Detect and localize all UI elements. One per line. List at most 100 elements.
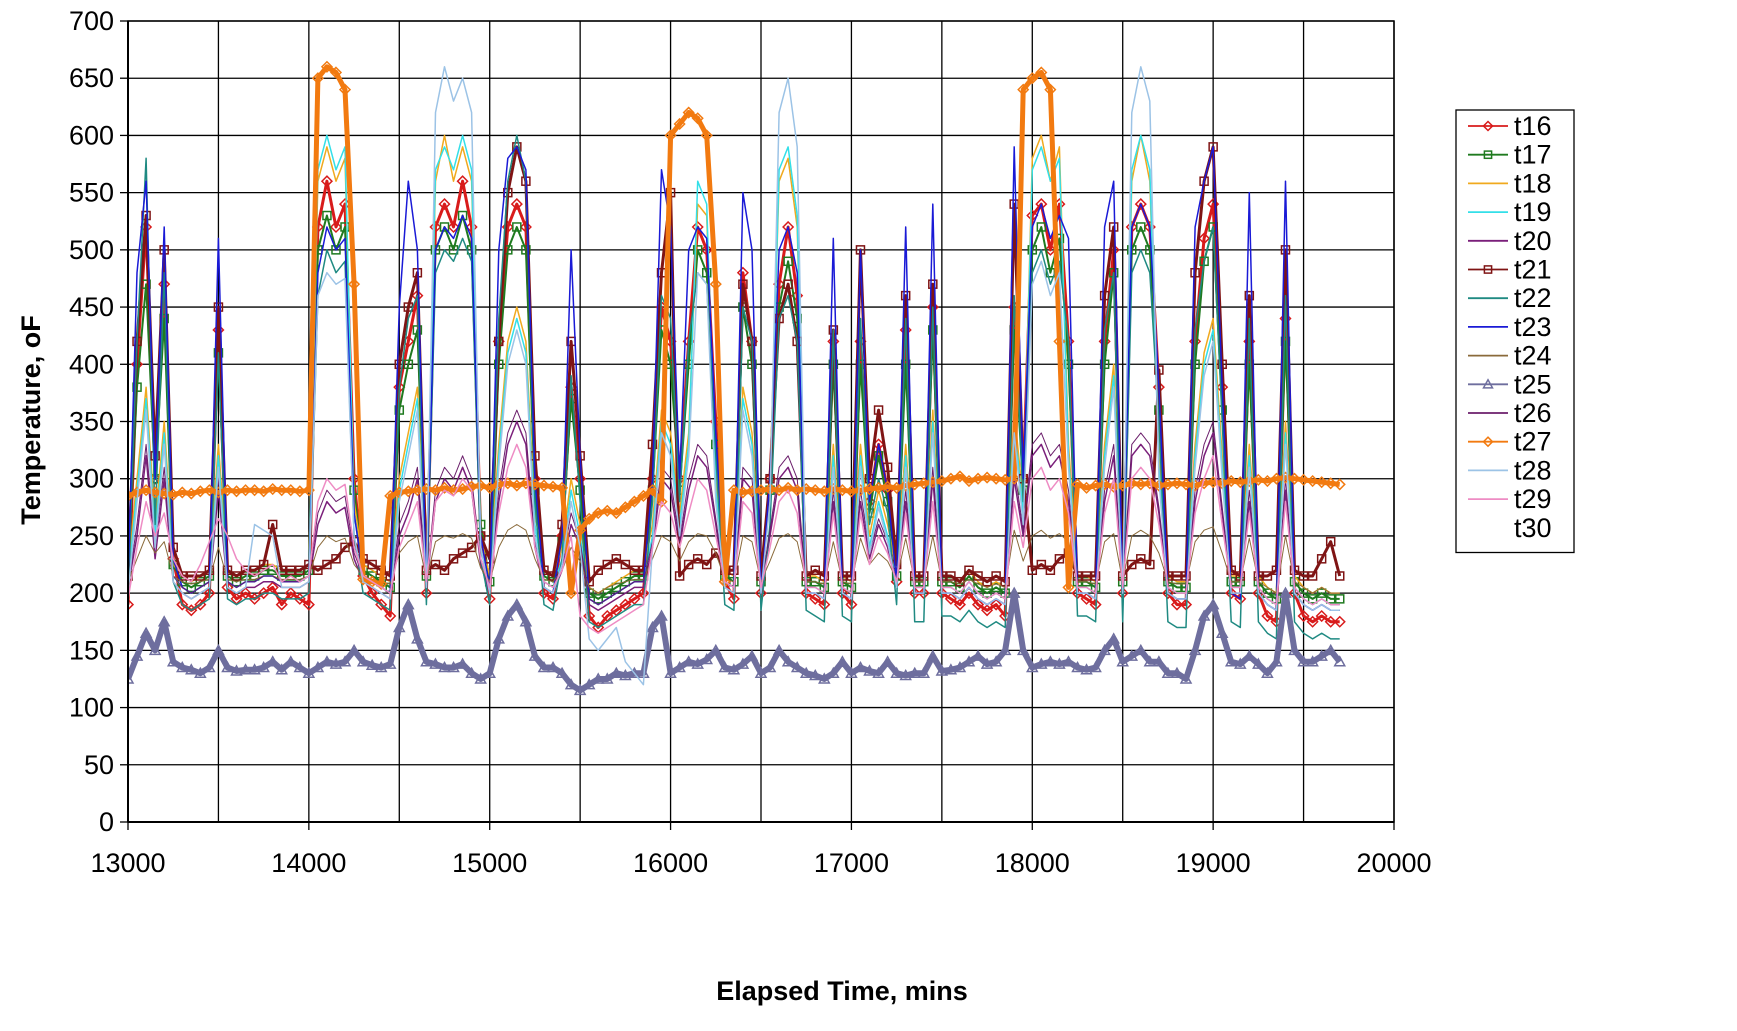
data-point-t17 <box>783 256 793 267</box>
data-point-t27 <box>1161 478 1174 491</box>
data-point-t17 <box>267 565 278 576</box>
data-point-t17 <box>512 222 522 232</box>
data-point-t25 <box>691 657 704 669</box>
data-point-t27 <box>1179 478 1193 491</box>
data-point-t25 <box>926 649 940 661</box>
data-point-t27 <box>1089 479 1102 492</box>
data-point-t21 <box>448 554 459 564</box>
data-point-t21 <box>964 565 974 576</box>
data-point-t25 <box>1170 666 1184 678</box>
y-tick-label: 400 <box>69 349 114 379</box>
data-point-t21 <box>810 565 821 576</box>
data-point-t25 <box>944 663 958 675</box>
data-point-t27 <box>610 506 623 520</box>
legend-item-t30: t30 <box>1514 513 1552 543</box>
data-point-t27 <box>863 482 876 496</box>
data-point-t21 <box>1307 571 1318 581</box>
data-point-t17 <box>286 571 296 581</box>
data-point-t16 <box>128 598 135 611</box>
data-point-t21 <box>1262 571 1273 581</box>
legend-item-t19: t19 <box>1468 197 1552 227</box>
data-point-t27 <box>1170 477 1184 490</box>
legend-item-t16: t16 <box>1468 111 1552 141</box>
data-point-t17 <box>186 582 197 593</box>
data-point-t17 <box>457 210 468 221</box>
data-point-t21 <box>1334 571 1345 581</box>
data-point-t27 <box>971 472 985 485</box>
data-point-t21 <box>512 142 522 152</box>
data-point-t25 <box>1288 643 1301 656</box>
data-point-t25 <box>1016 643 1030 656</box>
data-point-t25 <box>781 655 795 667</box>
data-point-t21 <box>1199 176 1209 186</box>
data-point-t25 <box>128 672 135 684</box>
data-point-t25 <box>356 655 370 667</box>
data-point-t25 <box>510 598 524 610</box>
data-point-t25 <box>1080 663 1093 675</box>
data-point-t27 <box>438 481 451 494</box>
data-point-t25 <box>185 663 198 675</box>
data-point-t21 <box>1036 559 1047 570</box>
data-point-t16 <box>1198 232 1211 245</box>
data-point-t25 <box>374 660 388 673</box>
data-point-t21 <box>602 559 613 570</box>
data-point-t25 <box>1044 655 1057 667</box>
series-t28 <box>128 66 1340 686</box>
data-point-t16 <box>519 220 532 234</box>
data-point-t25 <box>845 666 858 678</box>
data-point-t25 <box>266 655 279 667</box>
data-point-t21 <box>928 279 938 289</box>
data-point-t17 <box>1316 588 1327 598</box>
series-t22 <box>128 134 1340 640</box>
data-point-t25 <box>854 660 867 673</box>
data-point-t25 <box>1279 586 1292 598</box>
data-point-t16 <box>971 598 985 611</box>
data-point-t25 <box>465 666 478 678</box>
data-point-t27 <box>592 506 605 520</box>
data-point-t25 <box>700 652 714 665</box>
data-point-t21 <box>982 576 992 587</box>
legend-item-t28: t28 <box>1468 455 1552 485</box>
data-point-t27 <box>1116 479 1129 492</box>
data-point-t17 <box>1036 222 1047 232</box>
data-point-t21 <box>1127 559 1137 570</box>
data-point-t25 <box>284 655 298 667</box>
data-point-t27 <box>1098 478 1111 491</box>
data-point-t27 <box>908 478 921 491</box>
data-point-t21 <box>1136 554 1146 564</box>
data-point-t27 <box>1234 476 1247 489</box>
legend-item-t25: t25 <box>1468 369 1552 399</box>
data-point-t21 <box>286 565 296 576</box>
legend-label: t24 <box>1514 341 1552 371</box>
data-point-t27 <box>1324 477 1337 490</box>
data-point-t25 <box>1324 643 1337 656</box>
data-point-t21 <box>1298 571 1309 581</box>
data-point-t25 <box>980 657 994 669</box>
data-point-t27 <box>818 485 831 498</box>
data-point-t27 <box>483 481 496 494</box>
data-point-t27 <box>854 484 867 497</box>
data-point-t27 <box>1306 474 1319 488</box>
data-point-t25 <box>1125 649 1139 661</box>
data-point-t25 <box>1107 632 1120 644</box>
data-point-t27 <box>510 479 523 492</box>
data-point-t27 <box>140 484 153 497</box>
data-point-t27 <box>791 484 804 497</box>
data-point-t17 <box>1172 582 1182 593</box>
series-t25 <box>128 586 1347 696</box>
data-point-t25 <box>293 660 307 673</box>
data-point-t21 <box>584 576 594 587</box>
data-point-t17 <box>1307 594 1318 604</box>
data-point-t25 <box>203 660 216 673</box>
data-point-t27 <box>248 484 261 497</box>
data-point-t25 <box>1062 655 1075 667</box>
data-point-t27 <box>881 480 894 493</box>
data-point-t25 <box>808 668 822 681</box>
x-tick-label: 17000 <box>814 848 889 878</box>
data-point-t25 <box>492 632 506 644</box>
data-point-t21 <box>683 559 694 570</box>
data-point-t16 <box>1035 198 1048 211</box>
data-point-t27 <box>827 482 840 496</box>
legend-label: t28 <box>1514 455 1552 485</box>
data-point-t27 <box>1297 473 1310 486</box>
